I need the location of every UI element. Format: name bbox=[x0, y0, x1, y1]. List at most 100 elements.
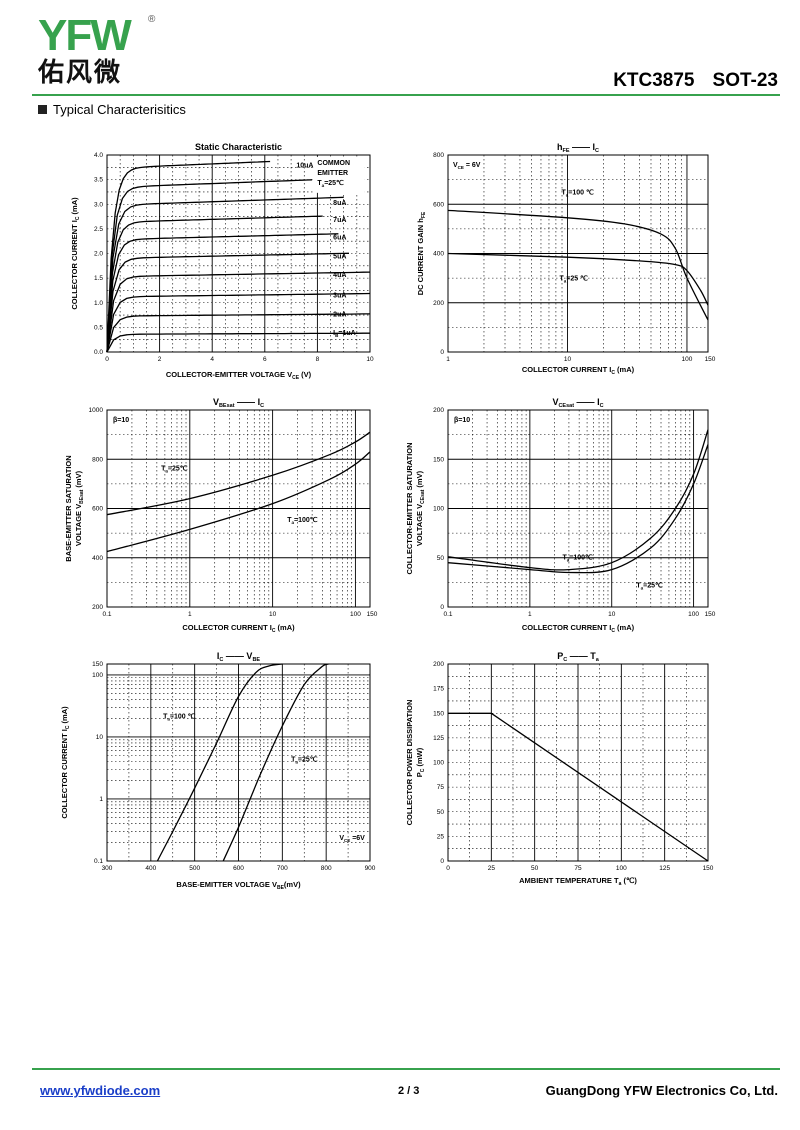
ic-curve bbox=[106, 160, 271, 353]
axis-label: COLLECTOR CURRENT IC (mA) bbox=[522, 623, 635, 634]
series-label: 3uA bbox=[333, 292, 346, 299]
axis-label: COLLECTOR-EMITTER VOLTAGE VCE (V) bbox=[166, 370, 312, 381]
tick-label: 2.5 bbox=[94, 226, 103, 233]
note-text: VCE = 6V bbox=[453, 162, 481, 170]
tick-label: 0.0 bbox=[94, 349, 103, 356]
tick-label: 100 bbox=[682, 356, 693, 363]
series-label: 8uA bbox=[333, 200, 346, 207]
tick-label: 75 bbox=[437, 784, 445, 791]
ic-curve bbox=[106, 233, 339, 353]
axis-label: PC (mW) bbox=[415, 747, 426, 777]
tick-label: 2 bbox=[158, 356, 162, 363]
tick-label: 10 bbox=[564, 356, 572, 363]
tick-label: 0.1 bbox=[94, 858, 103, 865]
series-label: Ta=100℃ bbox=[287, 516, 318, 525]
chart-title: VCEsat —— IC bbox=[552, 397, 603, 409]
tick-label: 50 bbox=[531, 865, 539, 872]
tick-label: 400 bbox=[433, 251, 444, 258]
logo-wordmark: YFW bbox=[38, 14, 188, 58]
tick-label: 1 bbox=[99, 796, 103, 803]
chart-3: VBEsat —— IC 0.1 1 10 100 150 200 400 600 800 1000… bbox=[64, 397, 378, 634]
note-text: β=10 bbox=[113, 417, 129, 424]
tick-label: 100 bbox=[433, 506, 444, 513]
tick-label: 200 bbox=[433, 300, 444, 307]
axis-label: BASE-EMITTER VOLTAGE VBE(mV) bbox=[176, 880, 301, 891]
registered-mark: ® bbox=[148, 14, 156, 25]
tick-label: 100 bbox=[616, 865, 627, 872]
tick-label: 0.5 bbox=[94, 324, 103, 331]
logo-chinese: 佑风微 bbox=[38, 58, 123, 88]
chart-4: VCEsat —— IC 0.1 1 10 100 150 0 50 100 150 200 Ta=1… bbox=[405, 397, 716, 634]
tick-label: 0.1 bbox=[102, 611, 111, 618]
ic-curve bbox=[106, 271, 371, 353]
ic-vbe-curve bbox=[156, 663, 283, 862]
tick-label: 50 bbox=[437, 555, 445, 562]
tick-label: 25 bbox=[488, 865, 496, 872]
note-text: VCE =6V bbox=[339, 835, 365, 843]
tick-label: 200 bbox=[92, 604, 103, 611]
part-title: KTC3875 SOT-23 bbox=[613, 70, 778, 92]
tick-label: 100 bbox=[92, 672, 103, 679]
ic-curve bbox=[106, 332, 370, 353]
chart-5: IC —— VBE 300 400 500 600 700 800 900 0.1 1 10 100 1… bbox=[60, 651, 376, 891]
tick-label: 200 bbox=[433, 661, 444, 668]
section-heading: Typical Characterisitics bbox=[38, 102, 186, 117]
pc-derating-line bbox=[448, 712, 709, 862]
tick-label: 175 bbox=[433, 686, 444, 693]
tick-label: 1.0 bbox=[94, 300, 103, 307]
tick-label: 150 bbox=[705, 356, 716, 363]
axis-label: COLLECTOR CURRENT IC (mA) bbox=[70, 197, 81, 310]
note-box bbox=[314, 156, 365, 193]
note-text: COMMON bbox=[317, 160, 350, 167]
tick-label: 0 bbox=[440, 604, 444, 611]
series-label: 4uA bbox=[333, 272, 346, 279]
tick-label: 10 bbox=[366, 356, 374, 363]
vcesat-curve bbox=[447, 444, 709, 574]
tick-label: 125 bbox=[433, 735, 444, 742]
company-name: GuangDong YFW Electronics Co, Ltd. bbox=[545, 1083, 778, 1098]
axis-label: VOLTAGE VCEsat (mV) bbox=[415, 470, 426, 546]
hfe-curve bbox=[447, 209, 709, 321]
tick-label: 150 bbox=[705, 611, 716, 618]
ic-vbe-curve bbox=[222, 663, 329, 862]
tick-label: 700 bbox=[277, 865, 288, 872]
tick-label: 300 bbox=[102, 865, 113, 872]
tick-label: 125 bbox=[659, 865, 670, 872]
tick-label: 100 bbox=[433, 760, 444, 767]
tick-label: 100 bbox=[350, 611, 361, 618]
tick-label: 2.0 bbox=[94, 251, 103, 258]
page-number: 2 / 3 bbox=[398, 1085, 420, 1097]
chart-title: IC —— VBE bbox=[217, 651, 261, 663]
tick-label: 0 bbox=[105, 356, 109, 363]
series-label: IB=1uA bbox=[333, 330, 356, 338]
tick-label: 0 bbox=[440, 858, 444, 865]
series-label: 2uA bbox=[333, 312, 346, 319]
tick-label: 100 bbox=[688, 611, 699, 618]
axis-label: AMBIENT TEMPERATURE Ta (℃) bbox=[519, 876, 637, 887]
tick-label: 1 bbox=[446, 356, 450, 363]
chart-1: Static Characteristic 0 2 4 6 8 10 0.0 0.5 1.0 1.5… bbox=[70, 142, 374, 381]
ic-curve bbox=[106, 313, 370, 353]
tick-label: 800 bbox=[92, 456, 103, 463]
website-link[interactable]: www.yfwdiode.com bbox=[40, 1083, 161, 1098]
tick-label: 150 bbox=[703, 865, 714, 872]
axis-label: BASE-EMITTER SATURATION bbox=[64, 455, 73, 561]
tick-label: 150 bbox=[367, 611, 378, 618]
tick-label: 600 bbox=[92, 506, 103, 513]
tick-label: 3.0 bbox=[94, 201, 103, 208]
series-label: 5uA bbox=[333, 253, 346, 260]
tick-label: 10 bbox=[269, 611, 277, 618]
tick-label: 3.5 bbox=[94, 177, 103, 184]
part-number: KTC3875 bbox=[613, 70, 695, 91]
axis-label: COLLECTOR CURRENT IC (mA) bbox=[182, 623, 295, 634]
company-logo: YFW ® 佑风微 bbox=[38, 14, 188, 94]
tick-label: 6 bbox=[263, 356, 267, 363]
series-label: 6uA bbox=[333, 235, 346, 242]
series-label: Ta=25℃ bbox=[317, 179, 344, 188]
tick-label: 400 bbox=[92, 555, 103, 562]
series-label: Ta=25℃ bbox=[161, 464, 188, 473]
tick-label: 8 bbox=[316, 356, 320, 363]
ic-curve bbox=[106, 292, 371, 353]
series-label: 10uA bbox=[296, 162, 313, 169]
